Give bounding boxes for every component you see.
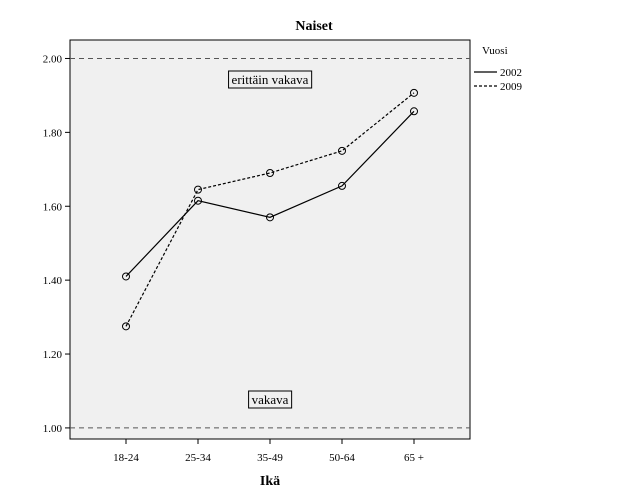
x-tick-label: 35-49	[257, 452, 283, 464]
y-tick-label: 1.00	[43, 423, 63, 435]
legend-title: Vuosi	[482, 45, 508, 57]
reference-line-label-box	[228, 70, 313, 89]
data-point-2009	[194, 185, 202, 194]
plot-area	[69, 39, 471, 440]
series-line-2002	[125, 110, 415, 277]
legend-label: 2009	[500, 81, 523, 93]
data-point-2002	[266, 213, 274, 222]
chart-title: Naiset	[295, 19, 333, 34]
data-point-2002	[410, 107, 418, 116]
data-point-2002	[122, 272, 130, 281]
x-tick-label: 50-64	[329, 452, 355, 464]
legend-label: 2002	[500, 67, 522, 79]
legend: Vuosi 2002 2009	[474, 45, 523, 93]
series-layer	[122, 88, 418, 331]
reference-lines: erittäin vakava vakava	[70, 57, 470, 429]
data-point-2009	[338, 146, 346, 155]
reference-line-label-box	[248, 390, 293, 409]
y-tick-label: 1.60	[43, 201, 63, 213]
data-point-2002	[338, 181, 346, 190]
x-tick-label: 25-34	[185, 452, 211, 464]
x-tick-label: 18-24	[113, 452, 139, 464]
reference-line-label: erittäin vakava	[232, 72, 309, 87]
x-axis-label: Ikä	[260, 474, 280, 489]
data-point-2009	[122, 322, 130, 331]
data-point-2009	[266, 169, 274, 177]
y-tick-label: 2.00	[43, 53, 63, 65]
data-point-2002	[194, 196, 202, 205]
series-line-2009	[125, 92, 415, 327]
y-tick-label: 1.40	[43, 275, 63, 287]
y-tick-label: 1.80	[43, 127, 63, 139]
data-point-2009	[410, 88, 418, 97]
y-tick-label: 1.20	[43, 349, 63, 361]
y-axis: 1.00 1.20 1.40 1.60 1.80 2.00	[43, 53, 70, 435]
reference-line-label: vakava	[252, 392, 289, 407]
x-tick-label: 65 +	[404, 452, 424, 464]
x-axis: 18-24 25-34 35-49 50-64 65 +	[113, 439, 424, 464]
